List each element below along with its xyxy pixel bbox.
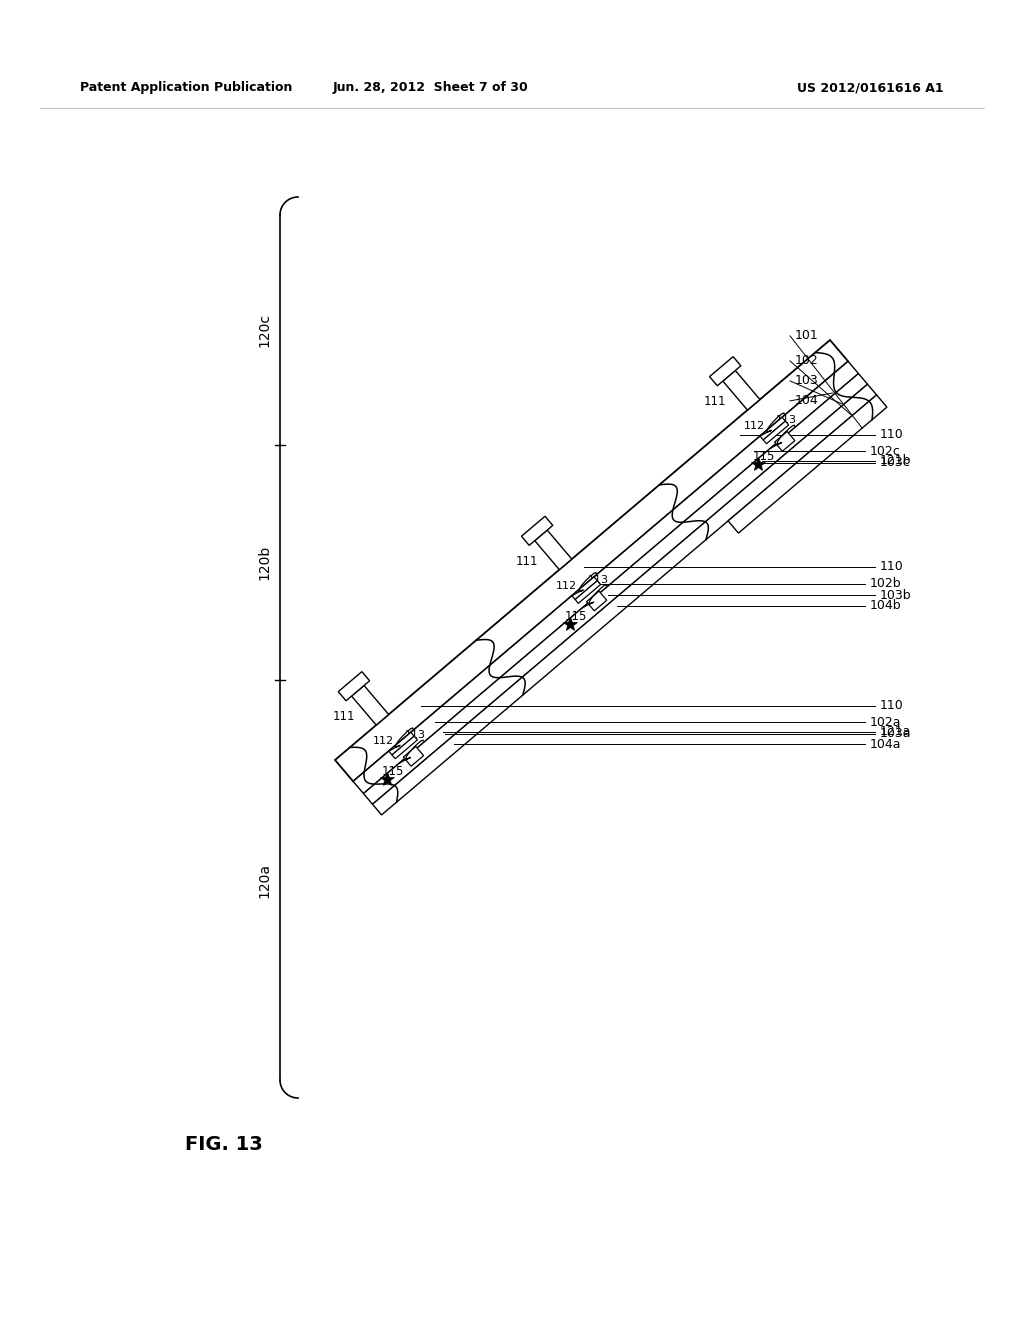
Polygon shape (728, 395, 887, 533)
Polygon shape (373, 384, 877, 814)
Text: 104b: 104b (870, 599, 901, 612)
Text: 111: 111 (703, 395, 726, 408)
Text: FIG. 13: FIG. 13 (185, 1135, 263, 1155)
Text: 104: 104 (795, 395, 819, 408)
Text: 101: 101 (795, 330, 819, 342)
Polygon shape (587, 591, 607, 611)
Text: 112: 112 (743, 421, 765, 432)
Text: 102c: 102c (870, 445, 901, 458)
Text: 104a: 104a (870, 738, 901, 751)
Text: 111: 111 (516, 554, 539, 568)
Text: 115: 115 (382, 766, 403, 779)
Text: 103: 103 (795, 375, 819, 387)
Text: 112: 112 (556, 581, 577, 591)
Text: 112: 112 (373, 737, 394, 746)
Polygon shape (763, 421, 788, 444)
Text: 110: 110 (880, 700, 904, 711)
Polygon shape (572, 577, 597, 599)
Polygon shape (760, 417, 785, 440)
Text: 111: 111 (333, 710, 355, 723)
Text: 113: 113 (404, 730, 426, 741)
Text: Jun. 28, 2012  Sheet 7 of 30: Jun. 28, 2012 Sheet 7 of 30 (332, 82, 528, 95)
Text: 113: 113 (776, 416, 797, 425)
Text: 103b: 103b (880, 589, 911, 602)
Text: 103a: 103a (880, 727, 911, 741)
Text: 121b: 121b (880, 454, 911, 467)
Polygon shape (353, 362, 858, 793)
Polygon shape (521, 516, 553, 545)
Polygon shape (575, 581, 600, 603)
Text: 110: 110 (880, 428, 904, 441)
Polygon shape (338, 672, 370, 701)
Polygon shape (364, 374, 867, 804)
Text: 102a: 102a (870, 715, 901, 729)
Text: 102: 102 (795, 354, 819, 367)
Text: 120b: 120b (257, 545, 271, 579)
Polygon shape (723, 371, 760, 411)
Polygon shape (335, 341, 848, 781)
Polygon shape (389, 733, 414, 755)
Text: 113: 113 (588, 576, 609, 585)
Text: 115: 115 (753, 450, 775, 463)
Polygon shape (403, 747, 424, 766)
Polygon shape (351, 685, 389, 725)
Text: 110: 110 (880, 561, 904, 573)
Text: 115: 115 (564, 610, 587, 623)
Text: 102b: 102b (870, 577, 901, 590)
Polygon shape (710, 356, 741, 385)
Text: 103c: 103c (880, 457, 910, 470)
Polygon shape (774, 432, 795, 451)
Text: 120c: 120c (257, 313, 271, 347)
Text: 120a: 120a (257, 862, 271, 898)
Text: US 2012/0161616 A1: US 2012/0161616 A1 (798, 82, 944, 95)
Polygon shape (535, 531, 571, 570)
Text: Patent Application Publication: Patent Application Publication (80, 82, 293, 95)
Polygon shape (392, 737, 418, 759)
Text: 121a: 121a (880, 725, 911, 738)
